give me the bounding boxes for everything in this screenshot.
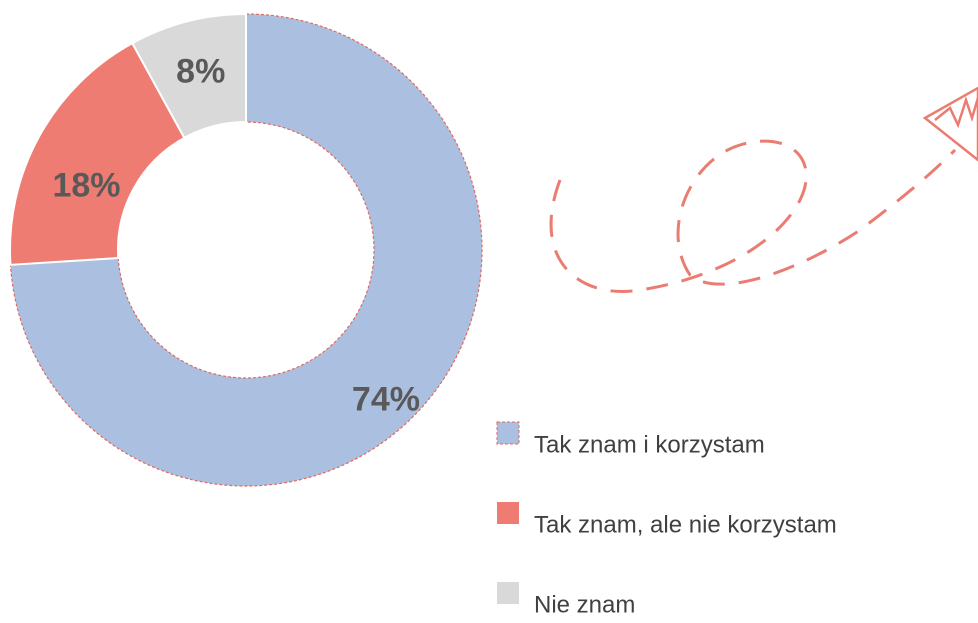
flight-path bbox=[549, 139, 957, 293]
legend-label: Tak znam i korzystam bbox=[534, 431, 765, 458]
data-label: 18% bbox=[52, 166, 120, 204]
legend-swatch bbox=[497, 502, 519, 524]
paper-plane bbox=[922, 86, 978, 162]
plane-fold bbox=[934, 95, 978, 129]
donut-slice bbox=[9, 41, 186, 266]
legend-label: Nie znam bbox=[534, 591, 635, 618]
decoration bbox=[549, 139, 957, 293]
legend-swatch bbox=[496, 421, 520, 445]
data-label: 74% bbox=[352, 380, 420, 418]
legend-swatch bbox=[497, 582, 519, 604]
donut-slice bbox=[9, 13, 483, 487]
donut-slice bbox=[130, 12, 247, 140]
legend-label: Tak znam, ale nie korzystam bbox=[534, 511, 837, 538]
plane-body bbox=[922, 86, 978, 162]
data-label: 8% bbox=[176, 53, 225, 91]
